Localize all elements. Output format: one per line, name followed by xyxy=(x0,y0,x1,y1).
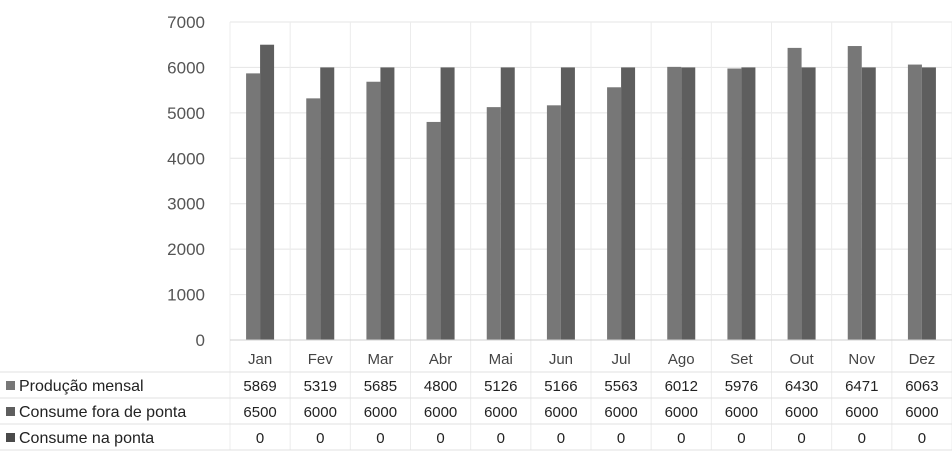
bar-Set-produção-mensal xyxy=(727,68,742,340)
data-label: 6000 xyxy=(544,404,577,421)
x-tick-label: Set xyxy=(730,351,753,368)
legend-key xyxy=(6,433,15,442)
bar-Mar-produção-mensal xyxy=(366,81,381,340)
legend-label: Consume fora de ponta xyxy=(19,404,186,421)
data-label: 0 xyxy=(677,430,685,447)
legend-label: Consume na ponta xyxy=(19,430,154,447)
data-label: 0 xyxy=(797,430,805,447)
bar-Out-consume-fora-de-ponta xyxy=(801,67,816,340)
data-label: 5166 xyxy=(544,378,577,395)
data-label: 6000 xyxy=(604,404,637,421)
x-axis: Jan Fev Mar Abr Mai Jun Jul Ago Set Out Nov Dez xyxy=(230,339,952,368)
data-label: 6471 xyxy=(845,378,878,395)
data-label: 5685 xyxy=(364,378,397,395)
bar-Mai-consume-fora-de-ponta xyxy=(500,67,515,340)
bar-Mai-produção-mensal xyxy=(486,107,501,340)
data-label: 6000 xyxy=(424,404,457,421)
x-tick-label: Jun xyxy=(549,351,573,368)
grid-layer xyxy=(0,21,952,451)
data-label: 6000 xyxy=(364,404,397,421)
y-tick-label: 6000 xyxy=(167,58,205,77)
y-tick-label: 0 xyxy=(196,331,205,350)
bars-layer xyxy=(246,44,936,341)
data-label: 0 xyxy=(557,430,565,447)
bar-Abr-produção-mensal xyxy=(426,121,441,340)
data-label: 6000 xyxy=(725,404,758,421)
bar-Out-produção-mensal xyxy=(787,47,802,340)
y-tick-label: 5000 xyxy=(167,104,205,123)
bar-Jun-consume-fora-de-ponta xyxy=(560,67,575,340)
legend-key xyxy=(6,407,15,416)
data-label: 6000 xyxy=(845,404,878,421)
y-tick-label: 4000 xyxy=(167,149,205,168)
data-label: 0 xyxy=(376,430,384,447)
bar-Jan-consume-fora-de-ponta xyxy=(260,44,275,340)
x-tick-label: Jul xyxy=(611,351,630,368)
data-label: 0 xyxy=(256,430,264,447)
bar-Jul-produção-mensal xyxy=(607,87,622,341)
x-tick-label: Jan xyxy=(248,351,272,368)
data-label: 5126 xyxy=(484,378,517,395)
data-label: 5563 xyxy=(604,378,637,395)
bar-Nov-produção-mensal xyxy=(847,46,862,341)
bar-Nov-consume-fora-de-ponta xyxy=(861,67,876,340)
data-label: 6000 xyxy=(665,404,698,421)
data-label: 6012 xyxy=(665,378,698,395)
data-label: 5976 xyxy=(725,378,758,395)
bar-Set-consume-fora-de-ponta xyxy=(741,67,756,340)
data-label: 0 xyxy=(737,430,745,447)
x-tick-label: Mar xyxy=(367,351,393,368)
y-axis: 0 1000 2000 3000 4000 5000 6000 7000 xyxy=(167,13,205,350)
x-tick-label: Dez xyxy=(909,351,936,368)
data-label: 6063 xyxy=(905,378,938,395)
x-tick-label: Ago xyxy=(668,351,695,368)
bar-Dez-produção-mensal xyxy=(907,64,922,340)
bar-Ago-consume-fora-de-ponta xyxy=(681,67,696,340)
x-tick-label: Abr xyxy=(429,351,452,368)
data-label: 6000 xyxy=(905,404,938,421)
y-tick-label: 1000 xyxy=(167,286,205,305)
bar-Mar-consume-fora-de-ponta xyxy=(380,67,395,340)
y-tick-label: 2000 xyxy=(167,240,205,259)
bar-Ago-produção-mensal xyxy=(667,66,682,341)
x-tick-label: Fev xyxy=(308,351,334,368)
y-tick-label: 7000 xyxy=(167,13,205,32)
bar-Jan-produção-mensal xyxy=(246,73,261,341)
x-tick-label: Out xyxy=(789,351,814,368)
bar-Fev-produção-mensal xyxy=(306,98,321,341)
data-label: 0 xyxy=(497,430,505,447)
data-label: 6000 xyxy=(304,404,337,421)
data-label: 4800 xyxy=(424,378,457,395)
bar-Fev-consume-fora-de-ponta xyxy=(320,67,335,340)
data-label: 0 xyxy=(436,430,444,447)
bar-Jun-produção-mensal xyxy=(546,105,561,340)
data-label: 5869 xyxy=(243,378,276,395)
legend-key xyxy=(6,381,15,390)
bar-Abr-consume-fora-de-ponta xyxy=(440,67,455,340)
x-tick-label: Mai xyxy=(489,351,513,368)
legend-label: Produção mensal xyxy=(19,378,144,395)
data-label: 6430 xyxy=(785,378,818,395)
data-table: Produção mensal 5869 5319 5685 4800 5126 5166 5… xyxy=(6,378,939,447)
data-label: 5319 xyxy=(304,378,337,395)
bar-Dez-consume-fora-de-ponta xyxy=(921,67,936,340)
y-tick-label: 3000 xyxy=(167,195,205,214)
data-label: 6000 xyxy=(484,404,517,421)
data-label: 0 xyxy=(617,430,625,447)
bar-Jul-consume-fora-de-ponta xyxy=(621,67,636,340)
data-label: 6500 xyxy=(243,404,276,421)
x-tick-label: Nov xyxy=(848,351,875,368)
data-label: 0 xyxy=(316,430,324,447)
data-label: 0 xyxy=(858,430,866,447)
data-label: 0 xyxy=(918,430,926,447)
data-label: 6000 xyxy=(785,404,818,421)
